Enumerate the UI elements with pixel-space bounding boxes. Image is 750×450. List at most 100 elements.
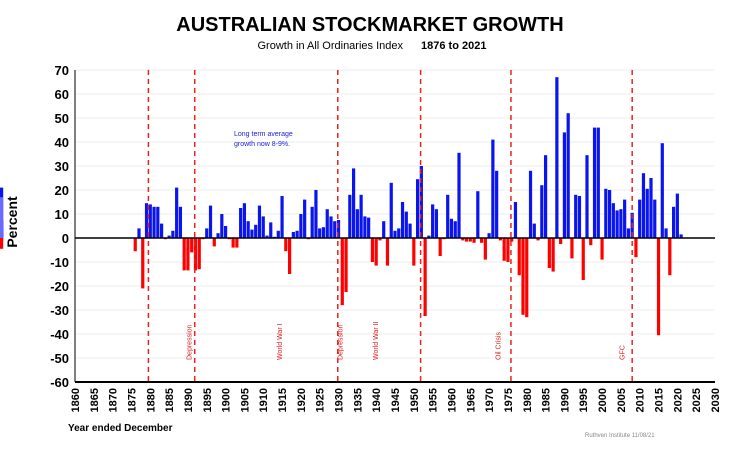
- y-tick-label: -40: [50, 327, 69, 342]
- axes: [74, 70, 715, 383]
- bars: [0, 77, 683, 336]
- bar-1991: [566, 113, 570, 238]
- bar-1932: [344, 238, 348, 292]
- bar-2017: [664, 228, 668, 238]
- bar-1891: [190, 238, 194, 253]
- bar-1923: [310, 206, 314, 238]
- bar-1886: [171, 230, 175, 238]
- bar-1919: [295, 230, 299, 238]
- bar-1964: [464, 238, 469, 242]
- bar-1920: [299, 214, 303, 238]
- x-tick-label: 1940: [371, 388, 383, 412]
- bar-2005: [619, 209, 623, 238]
- x-tick-label: 1890: [183, 388, 195, 412]
- bar-1966: [472, 238, 476, 243]
- bar-1911: [265, 235, 269, 238]
- bar-1908: [254, 224, 258, 238]
- event-annotations: Depression World War I Depression World War…: [187, 321, 627, 360]
- bar-1956: [434, 209, 439, 238]
- x-tick-label: 2005: [616, 388, 628, 412]
- chart-subtitle-range: 1876 to 2021: [421, 40, 486, 52]
- bar-1934: [351, 168, 356, 238]
- bar-1987: [551, 238, 555, 272]
- y-tick-label: -50: [50, 351, 69, 366]
- x-tick-label: 2020: [672, 388, 684, 412]
- bar-undefined: [0, 238, 4, 242]
- bar-1948: [404, 211, 408, 238]
- bar-1937: [363, 216, 367, 238]
- bar-2004: [615, 210, 619, 238]
- y-tick-label: 0: [62, 231, 69, 246]
- bar-1962: [457, 152, 461, 238]
- x-tick-label: 1915: [277, 388, 289, 412]
- bar-1998: [592, 127, 597, 238]
- y-tick-label: 60: [55, 87, 69, 102]
- bar-2020: [675, 193, 679, 238]
- bar-1973: [498, 238, 503, 241]
- bar-1963: [461, 238, 465, 241]
- bar-1975: [506, 238, 510, 262]
- bar-1916: [284, 238, 288, 252]
- bar-2002: [607, 190, 612, 238]
- bar-1899: [220, 214, 224, 238]
- bar-1902: [231, 238, 235, 248]
- y-tick-label: 20: [55, 183, 69, 198]
- event-annotation: GFC: [620, 345, 627, 360]
- bar-1896: [208, 205, 213, 238]
- x-tick-label: 1905: [239, 388, 251, 412]
- bar-1968: [479, 238, 484, 243]
- bar-1936: [359, 194, 363, 238]
- x-tick-label: 1975: [503, 388, 515, 412]
- bar-2021: [679, 234, 683, 238]
- x-tick-label: 1930: [334, 388, 346, 412]
- bar-2014: [653, 199, 657, 238]
- x-axis-label: Year ended December: [68, 423, 173, 434]
- bar-1992: [570, 238, 574, 259]
- bar-2012: [645, 188, 649, 238]
- bar-1924: [314, 190, 318, 238]
- y-tick-label: -10: [50, 255, 69, 270]
- bar-1982: [532, 223, 536, 238]
- bar-1965: [468, 238, 472, 242]
- x-tick-label: 2030: [710, 388, 722, 412]
- bar-1970: [487, 233, 491, 238]
- y-tick-label: 10: [55, 207, 69, 222]
- bar-1915: [280, 196, 284, 238]
- bar-1949: [408, 223, 412, 238]
- bar-1954: [427, 235, 431, 238]
- y-tick-label: 40: [55, 135, 69, 150]
- bar-1892: [193, 238, 198, 271]
- bar-1888: [178, 206, 183, 238]
- bar-1918: [291, 232, 295, 238]
- bar-2015: [656, 238, 661, 336]
- bar-1978: [517, 238, 521, 276]
- bar-2007: [626, 228, 631, 238]
- bar-1979: [521, 238, 525, 315]
- event-annotation: Depression: [187, 324, 194, 360]
- bar-1931: [340, 238, 344, 306]
- bar-1910: [261, 216, 265, 238]
- x-tick-label: 1885: [164, 388, 176, 412]
- bar-1957: [438, 238, 442, 256]
- bar-1961: [453, 221, 457, 238]
- event-annotation: Depression: [337, 324, 344, 360]
- bar-2018: [668, 238, 672, 276]
- x-tick-label: 2000: [597, 388, 609, 412]
- chart-subtitle: Growth in All Ordinaries Index: [257, 40, 403, 52]
- bar-1939: [370, 238, 375, 262]
- bar-1903: [235, 238, 239, 248]
- x-tick-label: 1950: [409, 388, 421, 412]
- bar-2010: [638, 199, 642, 238]
- average-note-line-2: growth now 8-9%.: [234, 141, 290, 148]
- bar-1900: [223, 226, 228, 238]
- bar-2013: [649, 178, 653, 238]
- y-tick-label: 70: [55, 63, 69, 78]
- bar-1897: [212, 238, 216, 247]
- x-tick-label: 1965: [465, 388, 477, 412]
- bar-2000: [600, 238, 604, 260]
- bar-1938: [367, 217, 371, 238]
- bar-1925: [318, 228, 322, 238]
- bar-1933: [348, 194, 352, 238]
- x-tick-label: 1980: [522, 388, 534, 412]
- x-tick-labels: 1860 1865 1870 1875 1880 1885 1890 1895 1900 1905…: [70, 388, 722, 412]
